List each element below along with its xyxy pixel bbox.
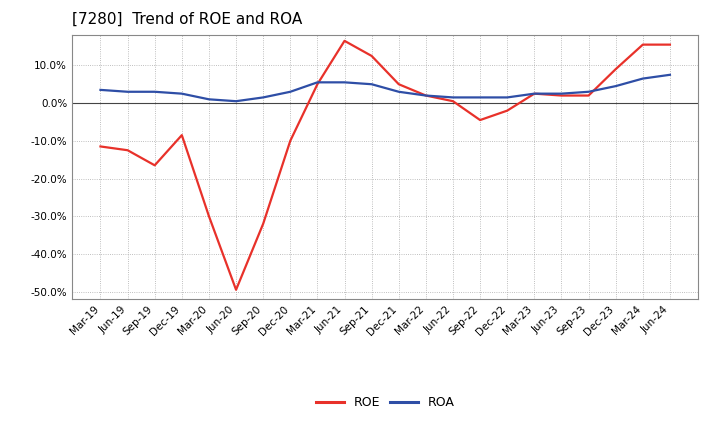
Legend: ROE, ROA: ROE, ROA: [311, 392, 459, 414]
Text: [7280]  Trend of ROE and ROA: [7280] Trend of ROE and ROA: [72, 12, 302, 27]
